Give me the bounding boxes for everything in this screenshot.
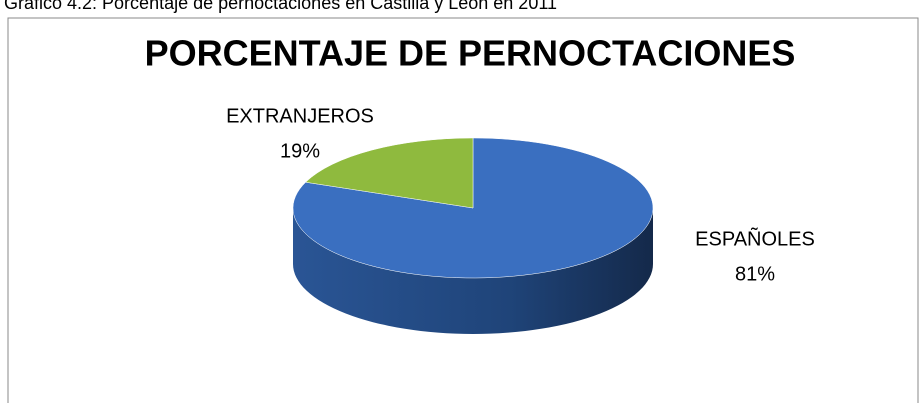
caption: Gráfico 4.2: Porcentaje de pernoctacione… xyxy=(4,0,557,13)
slice xyxy=(305,137,474,209)
slice-label: ESPAÑOLES xyxy=(695,226,815,250)
slice-value-label: 81% xyxy=(735,263,775,285)
chart-title: PORCENTAJE DE PERNOCTACIONES xyxy=(145,33,796,74)
chart-frame xyxy=(7,17,919,403)
slice-side xyxy=(293,208,653,334)
slice xyxy=(292,137,654,279)
slice-label: EXTRANJEROS xyxy=(226,105,374,127)
slice-value-label: 19% xyxy=(280,140,320,162)
